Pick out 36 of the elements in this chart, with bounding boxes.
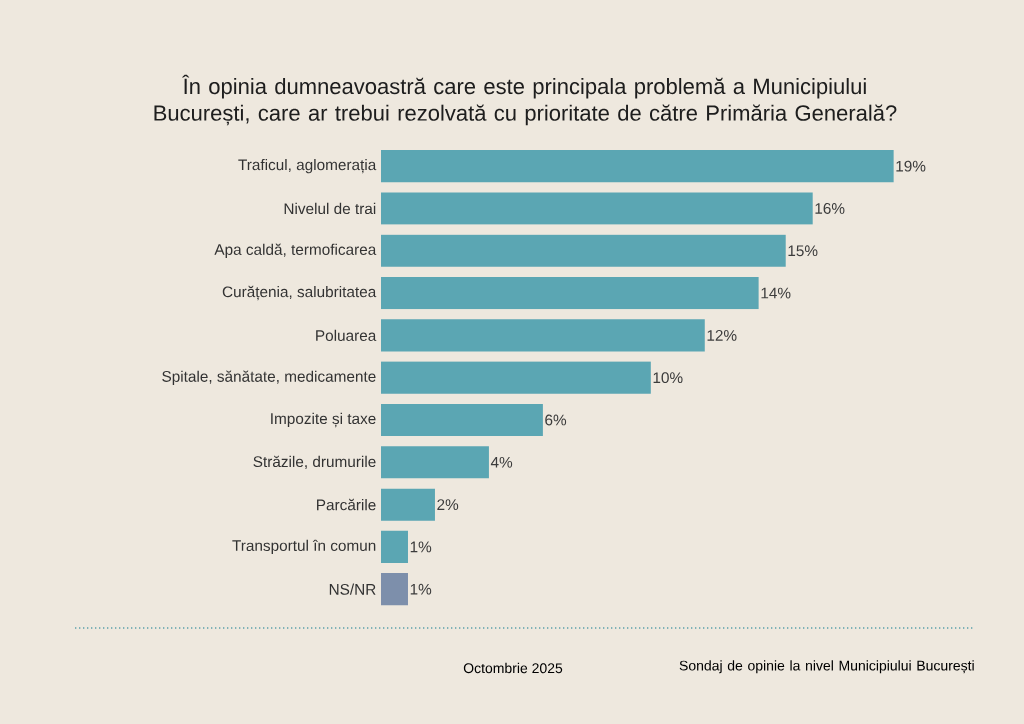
text: Octombrie 2025: [463, 662, 563, 674]
y-tick-label: Apa caldă, termoficarea: [214, 243, 377, 258]
bar: [381, 150, 894, 183]
data-label: 12%: [707, 329, 737, 341]
y-tick-label: NS/NR: [329, 583, 376, 595]
y-tick-label: Străzile, drumurile: [253, 455, 376, 469]
data-label: 1%: [410, 541, 432, 553]
y-tick-label: Spitale, sănătate, medicamente: [162, 370, 376, 385]
y-tick-label: Transportul în comun: [232, 539, 376, 555]
y-tick-label: Nivelul de trai: [284, 202, 376, 215]
bar: [381, 573, 408, 606]
bar: [381, 319, 705, 352]
data-label: 2%: [437, 499, 459, 510]
bar: [381, 276, 759, 310]
y-tick-label: Impozite și taxe: [271, 412, 376, 428]
y-tick-label: Curățenia, salubritatea: [222, 285, 377, 301]
data-label: 4%: [490, 456, 513, 468]
bar: [381, 403, 543, 437]
bar: [381, 530, 408, 563]
data-label: 6%: [545, 414, 567, 426]
text: Sondaj de opinie la nivel Municipiului București: [679, 660, 974, 674]
bar: [381, 192, 813, 225]
data-label: 15%: [788, 245, 818, 257]
y-tick-label: Poluarea: [316, 329, 377, 341]
data-label: 19%: [896, 160, 926, 172]
data-label: 16%: [815, 203, 845, 214]
bar: [381, 446, 489, 479]
chart-title: În opinia dumneavoastră care este principala problemă a Municipiului București, care ar trebui rezolvată cu prioritate de către Primăria Generală?: [154, 74, 897, 126]
y-tick-label: Traficul, aglomerația: [238, 158, 377, 174]
y-tick-label: Parcările: [317, 498, 376, 511]
data-label: 14%: [761, 287, 791, 299]
bar: [381, 361, 651, 394]
data-label: 10%: [653, 372, 683, 384]
data-label: 1%: [410, 583, 432, 595]
bar: [381, 234, 786, 267]
bar: [381, 488, 435, 521]
